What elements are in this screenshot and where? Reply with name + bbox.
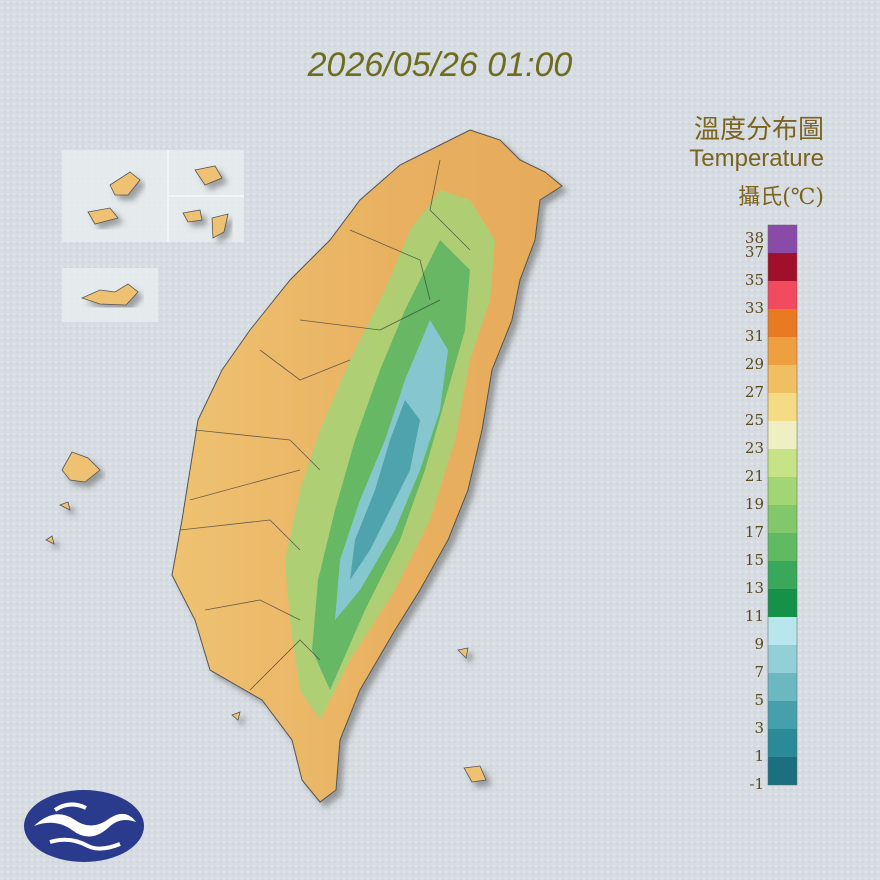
legend-tick-label: 15 (745, 551, 764, 569)
legend-color-band (768, 645, 797, 673)
legend-color-band (768, 421, 797, 449)
legend-color-band (768, 589, 797, 617)
island-insets (45, 150, 487, 783)
legend-tick-label: 37 (745, 243, 764, 261)
legend-tick-label: 25 (745, 411, 764, 429)
legend-color-band (768, 253, 797, 281)
legend-tick-label: 21 (745, 467, 764, 485)
legend-color-band (768, 225, 797, 253)
legend-tick-label: 31 (745, 327, 764, 345)
legend-color-band (768, 393, 797, 421)
legend-tick-label: 9 (754, 635, 764, 653)
legend-color-band (768, 365, 797, 393)
legend-color-band (768, 309, 797, 337)
legend-color-band (768, 673, 797, 701)
legend-tick-label: 11 (745, 607, 764, 625)
legend-frame (767, 224, 798, 786)
legend-tick-label: 17 (745, 523, 764, 541)
legend-tick-label: 38 (745, 229, 764, 247)
legend-color-band (768, 561, 797, 589)
legend-tick-label: 29 (745, 355, 764, 373)
legend-tick-label: 23 (745, 439, 764, 457)
legend-tick-label: 5 (754, 691, 764, 709)
legend-tick-label: 35 (745, 271, 764, 289)
legend-color-band (768, 617, 797, 645)
legend-tick-label: -1 (749, 775, 764, 793)
legend-color-band (768, 449, 797, 477)
legend-title: 溫度分布圖 (694, 115, 824, 145)
legend-color-band (768, 505, 797, 533)
legend-color-band (768, 757, 797, 785)
legend-tick-label: 33 (745, 299, 764, 317)
legend-color-band (768, 729, 797, 757)
logo (24, 790, 144, 862)
legend-tick-label: 7 (754, 663, 764, 681)
legend-tick-label: 3 (754, 719, 764, 737)
legend-color-band (768, 337, 797, 365)
legend-color-band (768, 477, 797, 505)
legend-tick-label: 13 (745, 579, 764, 597)
legend-subtitle: Temperature (689, 145, 824, 172)
taiwan-main-island (171, 129, 563, 803)
timestamp: 2026/05/26 01:00 (307, 46, 573, 84)
legend-color-band (768, 533, 797, 561)
legend-unit: 攝氏(℃) (738, 185, 824, 210)
legend-tick-label: 27 (745, 383, 764, 401)
legend: 溫度分布圖 Temperature 攝氏(℃) 3837353331292725… (689, 115, 824, 793)
legend-tick-label: 1 (754, 747, 764, 765)
legend-color-band (768, 701, 797, 729)
legend-tick-label: 19 (745, 495, 764, 513)
legend-color-band (768, 281, 797, 309)
